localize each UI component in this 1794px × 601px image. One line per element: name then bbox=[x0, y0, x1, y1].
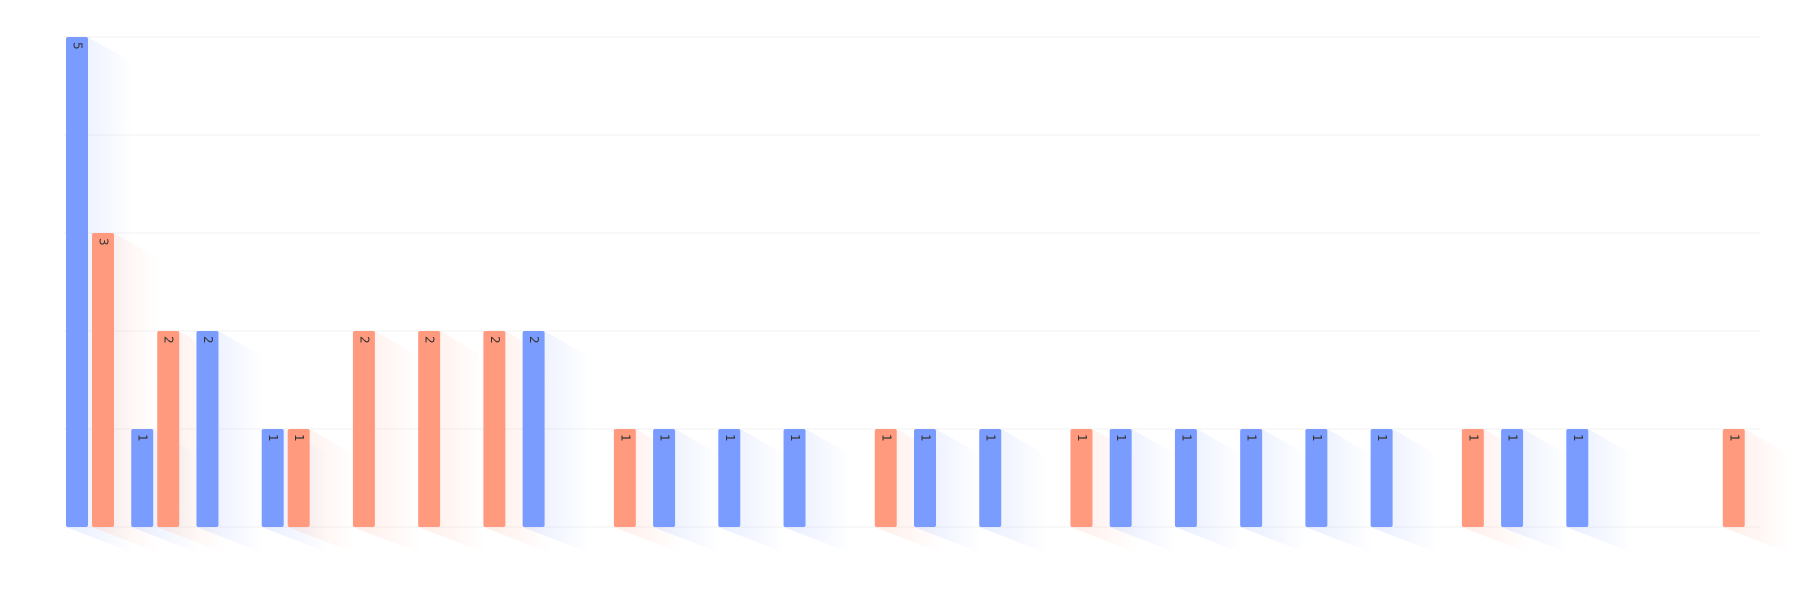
bar bbox=[613, 429, 636, 527]
bar-shadow bbox=[1174, 429, 1242, 553]
bar bbox=[1722, 429, 1745, 527]
bar-value-label: 2 bbox=[357, 336, 371, 344]
bar bbox=[418, 331, 441, 527]
bar-value-label: 2 bbox=[201, 336, 215, 344]
bar-value-label: 2 bbox=[423, 336, 437, 344]
bar bbox=[261, 429, 284, 527]
bar-shadow bbox=[196, 331, 264, 553]
bar-value-label: 1 bbox=[984, 434, 998, 442]
bar bbox=[66, 37, 88, 527]
bar bbox=[653, 429, 676, 527]
bar-value-label: 1 bbox=[1114, 434, 1128, 442]
bar bbox=[352, 331, 375, 527]
bar bbox=[157, 331, 180, 527]
bar-value-label: 5 bbox=[71, 42, 85, 50]
bar-shadow bbox=[1370, 429, 1438, 553]
bar-value-label: 1 bbox=[266, 434, 280, 442]
bar-value-label: 3 bbox=[97, 238, 111, 246]
bar-value-label: 1 bbox=[723, 434, 737, 442]
bar bbox=[483, 331, 506, 527]
bar bbox=[131, 429, 154, 527]
bar bbox=[1305, 429, 1328, 527]
bar-value-label: 1 bbox=[136, 434, 150, 442]
bars: 5 3 1 2 2 1 1 2 2 2 2 1 1 1 1 1 1 1 1 1 1 1 1 1 1 1 1 1 bbox=[66, 37, 1745, 527]
bar-value-label: 1 bbox=[788, 434, 802, 442]
bar bbox=[1109, 429, 1132, 527]
bar bbox=[914, 429, 936, 527]
bar bbox=[874, 429, 897, 527]
bar-shadow bbox=[1240, 429, 1308, 553]
bar-value-label: 1 bbox=[1245, 434, 1259, 442]
bar-value-label: 1 bbox=[1179, 434, 1193, 442]
bar-value-label: 1 bbox=[1506, 434, 1520, 442]
bar-shadow bbox=[914, 429, 981, 553]
bar-shadow bbox=[783, 429, 851, 553]
bar-shadow bbox=[1305, 429, 1373, 553]
bar bbox=[196, 331, 219, 527]
bar bbox=[979, 429, 1002, 527]
bar-value-label: 1 bbox=[879, 434, 893, 442]
bar-value-label: 2 bbox=[162, 336, 176, 344]
bar bbox=[783, 429, 806, 527]
bar-shadow bbox=[1109, 429, 1177, 553]
bar-shadow bbox=[1566, 429, 1634, 553]
bar-value-label: 1 bbox=[292, 434, 306, 442]
bar bbox=[287, 429, 310, 527]
bar-value-label: 1 bbox=[1571, 434, 1585, 442]
bar-value-label: 2 bbox=[488, 336, 502, 344]
bar bbox=[1070, 429, 1093, 527]
bar-value-label: 1 bbox=[618, 434, 632, 442]
bar bbox=[1566, 429, 1589, 527]
bar-value-label: 1 bbox=[1466, 434, 1480, 442]
bar bbox=[1370, 429, 1393, 527]
bar-value-label: 1 bbox=[1310, 434, 1324, 442]
bar-shadow bbox=[1501, 429, 1569, 553]
bar bbox=[1240, 429, 1263, 527]
bar bbox=[522, 331, 545, 527]
bar bbox=[1461, 429, 1484, 527]
bar-value-label: 1 bbox=[658, 434, 672, 442]
bar-value-label: 1 bbox=[919, 434, 933, 442]
bar-shadow bbox=[522, 331, 590, 553]
bar bbox=[1501, 429, 1524, 527]
bar bbox=[718, 429, 741, 527]
bar-value-label: 1 bbox=[1727, 434, 1741, 442]
bar bbox=[92, 233, 114, 527]
bar-shadow bbox=[287, 429, 355, 553]
bar-shadow bbox=[653, 429, 721, 553]
bar-shadow bbox=[418, 331, 486, 553]
bar-value-label: 2 bbox=[527, 336, 541, 344]
bar-shadow bbox=[718, 429, 786, 553]
bar-shadow bbox=[1722, 429, 1790, 553]
bar-value-label: 1 bbox=[1075, 434, 1089, 442]
bar-value-label: 1 bbox=[1375, 434, 1389, 442]
bar-shadow bbox=[352, 331, 420, 553]
bar bbox=[1174, 429, 1197, 527]
bar-shadow bbox=[979, 429, 1047, 553]
